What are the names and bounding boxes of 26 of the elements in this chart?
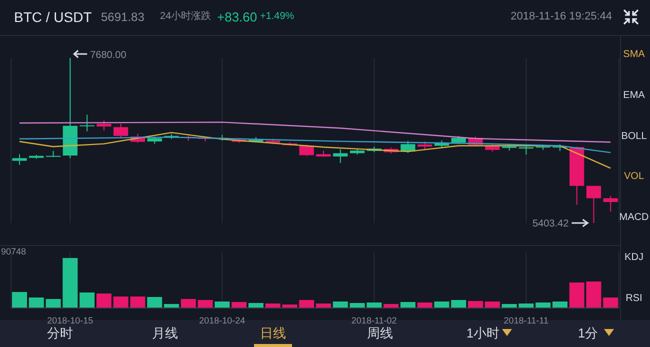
text: MACD [619, 212, 649, 223]
text: 2018-11-16 19:25:44 [510, 10, 612, 22]
x-tick-label: 2018-10-15 [47, 315, 94, 326]
chart-title: BTC / USDT [14, 9, 92, 25]
text: 1小时 [466, 326, 500, 340]
text: 24小时涨跌 [160, 11, 212, 22]
text: BOLL [621, 131, 647, 142]
text: 1分 [578, 326, 598, 340]
text: VOL [624, 171, 644, 182]
text: KDJ [624, 252, 644, 263]
text: +1.49% [260, 11, 294, 22]
text: RSI [626, 293, 642, 304]
text: +83.60 [217, 10, 258, 24]
text: 月线 [152, 326, 178, 340]
text: 周线 [367, 326, 393, 340]
x-tick-label: 2018-10-24 [199, 315, 246, 326]
text: 90748 [1, 246, 26, 256]
annotation: 5403.42 [532, 218, 570, 230]
text: EMA [623, 90, 645, 101]
text: 5691.83 [101, 10, 144, 24]
annotation: 7680.00 [90, 50, 127, 61]
text: 分时 [47, 326, 73, 340]
text: SMA [623, 49, 645, 60]
x-tick-label: 2018-11-02 [351, 315, 397, 326]
text: 日线 [260, 326, 286, 340]
x-tick-label: 2018-11-11 [504, 315, 548, 326]
